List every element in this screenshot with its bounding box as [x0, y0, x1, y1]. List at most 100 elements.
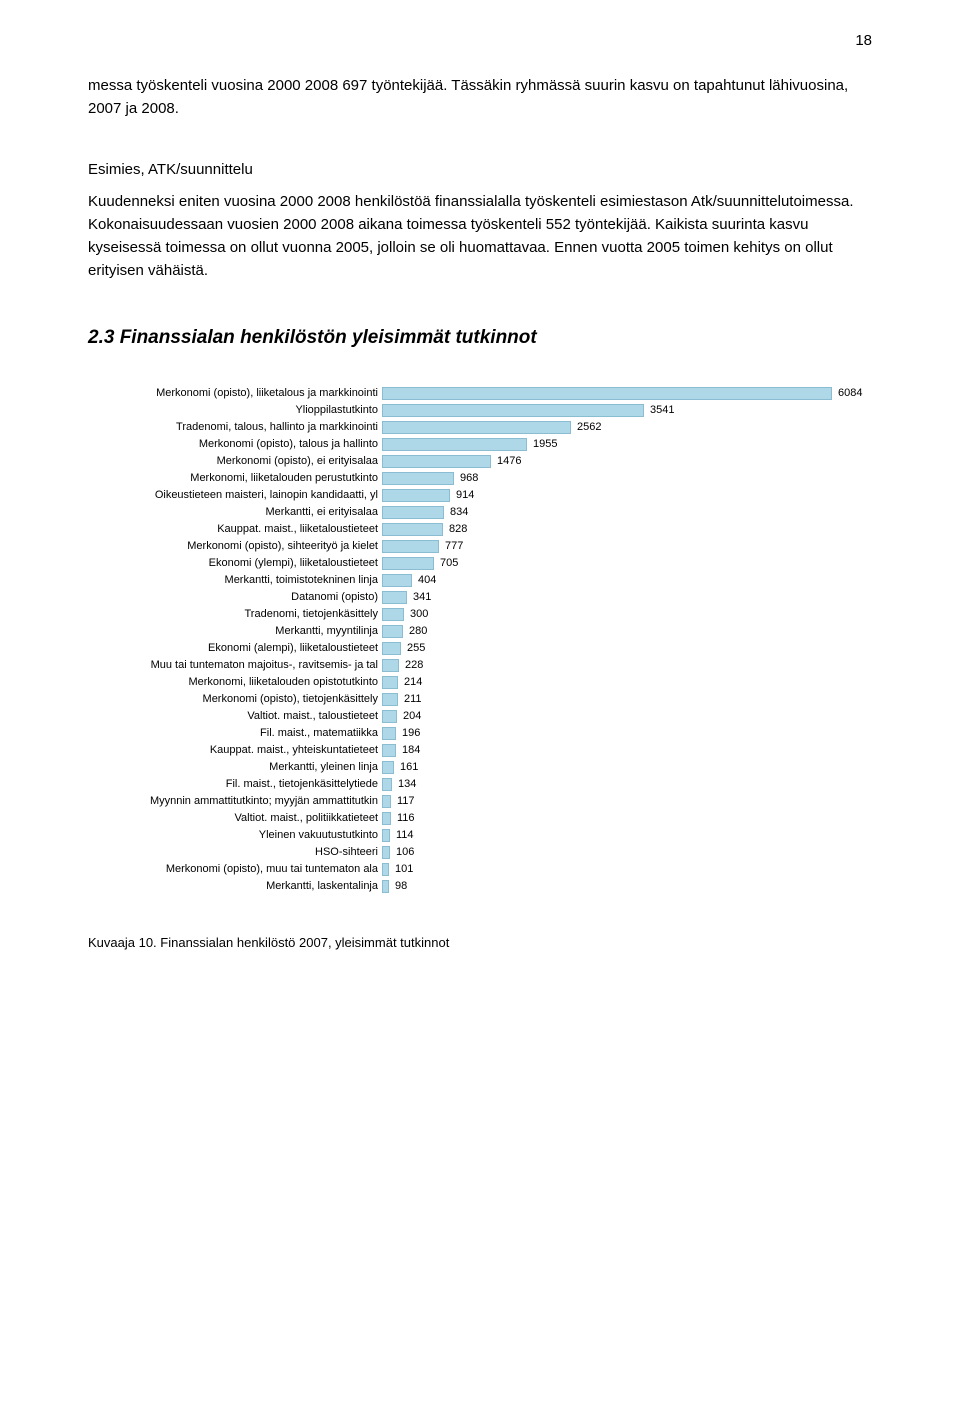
chart-bar — [382, 438, 527, 451]
chart-bar-value: 834 — [450, 507, 468, 518]
chart-bar-cell: 705 — [382, 557, 872, 570]
chart-bar-cell: 828 — [382, 523, 872, 536]
chart-row-label: Merkonomi (opisto), ei erityisalaa — [88, 456, 382, 467]
chart-row: Merkantti, ei erityisalaa 834 — [88, 504, 872, 521]
chart-row: Merkonomi (opisto), ei erityisalaa1476 — [88, 453, 872, 470]
chart-row: Valtiot. maist., politiikkatieteet116 — [88, 810, 872, 827]
chart-row-label: Kauppat. maist., yhteiskuntatieteet — [88, 745, 382, 756]
chart-bar — [382, 676, 398, 689]
chart-bar-cell: 101 — [382, 863, 872, 876]
chart-bar-cell: 117 — [382, 795, 872, 808]
chart-row-label: Merkonomi (opisto), tietojenkäsittely — [88, 694, 382, 705]
chart-bar-cell: 98 — [382, 880, 872, 893]
paragraph-1: messa työskenteli vuosina 2000 2008 697 … — [88, 74, 872, 121]
chart-bar — [382, 659, 399, 672]
chart-bar-value: 1955 — [533, 439, 557, 450]
chart-bar-cell: 2562 — [382, 421, 872, 434]
chart-bar-value: 211 — [404, 694, 422, 705]
chart-row-label: Merkonomi (opisto), liiketalous ja markk… — [88, 388, 382, 399]
chart-row: Merkonomi (opisto), muu tai tuntematon a… — [88, 861, 872, 878]
chart-bar-cell: 255 — [382, 642, 872, 655]
chart-bar-value: 184 — [402, 745, 420, 756]
chart-bar — [382, 727, 396, 740]
chart-row: Yleinen vakuutustutkinto114 — [88, 827, 872, 844]
chart-bar-cell: 914 — [382, 489, 872, 502]
chart-bar-cell: 280 — [382, 625, 872, 638]
page: 18 messa työskenteli vuosina 2000 2008 6… — [0, 0, 960, 1412]
chart-row-label: Tradenomi, tietojenkäsittely — [88, 609, 382, 620]
chart-row: Datanomi (opisto)341 — [88, 589, 872, 606]
chart-bar-value: 204 — [403, 711, 421, 722]
chart-bar-value: 828 — [449, 524, 467, 535]
chart-row: Merkonomi (opisto), talous ja hallinto 19… — [88, 436, 872, 453]
chart-bar — [382, 404, 644, 417]
chart-row: Ekonomi (alempi), liiketaloustieteet 255 — [88, 640, 872, 657]
chart-bar — [382, 829, 390, 842]
chart-bar — [382, 812, 391, 825]
chart-bar — [382, 523, 443, 536]
chart-bar-cell: 134 — [382, 778, 872, 791]
chart-row-label: Ekonomi (ylempi), liiketaloustieteet — [88, 558, 382, 569]
chart-bar-cell: 116 — [382, 812, 872, 825]
chart-bar-value: 777 — [445, 541, 463, 552]
chart-row: Tradenomi, tietojenkäsittely 300 — [88, 606, 872, 623]
chart-row-label: Kauppat. maist., liiketaloustieteet — [88, 524, 382, 535]
chart-bar-cell: 214 — [382, 676, 872, 689]
chart-bar-value: 196 — [402, 728, 420, 739]
chart-bar-value: 228 — [405, 660, 423, 671]
chart-bar — [382, 778, 392, 791]
chart-bar-value: 300 — [410, 609, 428, 620]
chart-row-label: Datanomi (opisto) — [88, 592, 382, 603]
chart-row: Merkonomi, liiketalouden perustutkinto96… — [88, 470, 872, 487]
chart-bar-cell: 161 — [382, 761, 872, 774]
chart-bar — [382, 489, 450, 502]
chart-row-label: Merkantti, ei erityisalaa — [88, 507, 382, 518]
chart-row: Oikeustieteen maisteri, lainopin kandida… — [88, 487, 872, 504]
chart-bar-cell: 341 — [382, 591, 872, 604]
chart-row-label: Fil. maist., tietojenkäsittelytiede — [88, 779, 382, 790]
chart-row: Valtiot. maist., taloustieteet 204 — [88, 708, 872, 725]
chart-bar — [382, 846, 390, 859]
chart-row: Myynnin ammattitutkinto; myyjän ammattit… — [88, 793, 872, 810]
chart-bar-value: 255 — [407, 643, 425, 654]
chart-bar-value: 117 — [397, 796, 415, 807]
chart-row: Merkonomi (opisto), sihteerityö ja kiele… — [88, 538, 872, 555]
chart-bar-value: 280 — [409, 626, 427, 637]
chart-row-label: Merkonomi (opisto), muu tai tuntematon a… — [88, 864, 382, 875]
subsection-label: Esimies, ATK/suunnittelu — [88, 161, 872, 178]
chart-row-label: Myynnin ammattitutkinto; myyjän ammattit… — [88, 796, 382, 807]
chart-row: Kauppat. maist., liiketaloustieteet 828 — [88, 521, 872, 538]
chart-row: Merkantti, myyntilinja280 — [88, 623, 872, 640]
chart-bar — [382, 880, 389, 893]
chart-bar-cell: 211 — [382, 693, 872, 706]
chart-row-label: HSO-sihteeri — [88, 847, 382, 858]
chart-row-label: Valtiot. maist., politiikkatieteet — [88, 813, 382, 824]
chart-row-label: Merkonomi, liiketalouden opistotutkinto — [88, 677, 382, 688]
chart-bar-value: 98 — [395, 881, 407, 892]
chart-bar-cell: 106 — [382, 846, 872, 859]
chart-row-label: Merkonomi, liiketalouden perustutkinto — [88, 473, 382, 484]
chart-row: Merkantti, toimistotekninen linja404 — [88, 572, 872, 589]
chart-bar-cell: 1476 — [382, 455, 872, 468]
chart-bar-value: 101 — [395, 864, 413, 875]
chart-bar-cell: 834 — [382, 506, 872, 519]
chart-row-label: Valtiot. maist., taloustieteet — [88, 711, 382, 722]
chart-bar-value: 3541 — [650, 405, 674, 416]
chart-bar-value: 106 — [396, 847, 414, 858]
qualifications-bar-chart: Merkonomi (opisto), liiketalous ja markk… — [88, 385, 872, 895]
chart-bar — [382, 710, 397, 723]
chart-bar — [382, 608, 404, 621]
chart-row-label: Muu tai tuntematon majoitus-, ravitsemis… — [88, 660, 382, 671]
chart-bar-value: 914 — [456, 490, 474, 501]
section-heading: 2.3 Finanssialan henkilöstön yleisimmät … — [88, 327, 872, 349]
chart-bar — [382, 591, 407, 604]
chart-row-label: Ekonomi (alempi), liiketaloustieteet — [88, 643, 382, 654]
chart-bar-cell: 3541 — [382, 404, 872, 417]
chart-bar-cell: 300 — [382, 608, 872, 621]
chart-bar-value: 404 — [418, 575, 436, 586]
chart-row: Muu tai tuntematon majoitus-, ravitsemis… — [88, 657, 872, 674]
chart-row-label: Merkonomi (opisto), talous ja hallinto — [88, 439, 382, 450]
chart-bar-cell: 1955 — [382, 438, 872, 451]
chart-row: Tradenomi, talous, hallinto ja markkinoi… — [88, 419, 872, 436]
page-number: 18 — [855, 32, 872, 49]
